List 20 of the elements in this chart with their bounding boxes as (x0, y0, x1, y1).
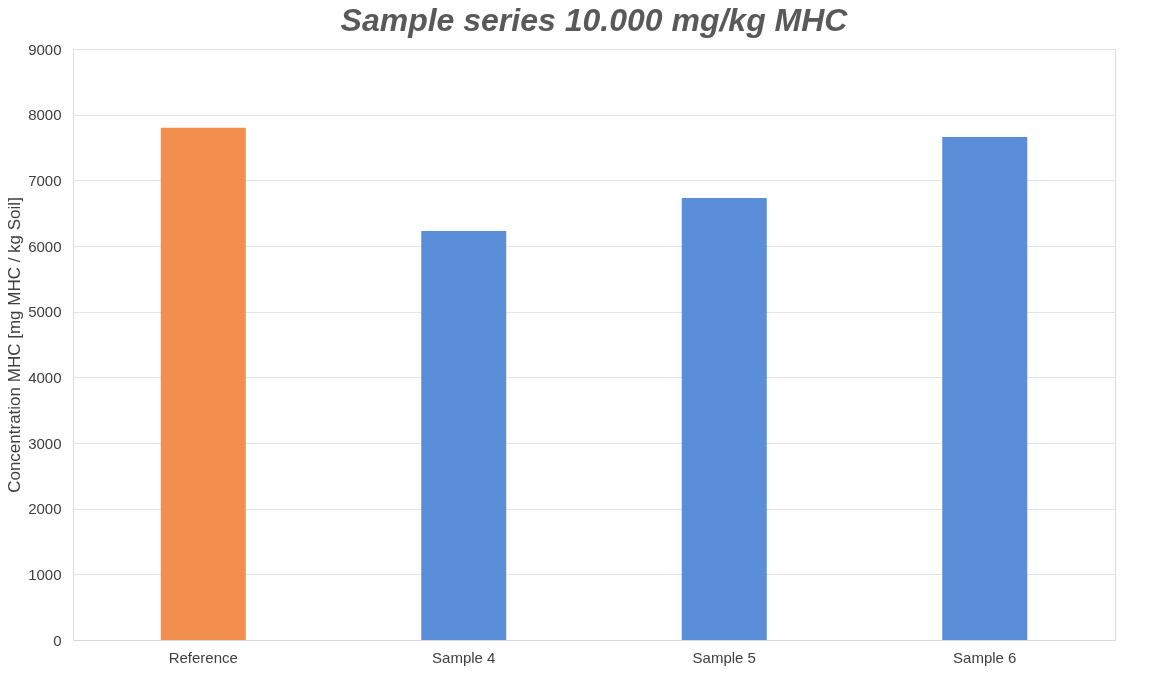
bar (942, 136, 1028, 640)
x-tick-label: Sample 4 (432, 648, 496, 666)
x-tick-label: Sample 5 (692, 648, 756, 666)
y-tick-label: 1000 (28, 565, 62, 583)
y-tick-label: 2000 (28, 500, 62, 518)
y-axis-title: Concentration MHC [mg MHC / kg Soil] (5, 197, 25, 493)
y-tick-label: 3000 (28, 434, 62, 452)
y-tick-label: 6000 (28, 237, 62, 255)
y-tick-label: 4000 (28, 368, 62, 386)
x-tick-label: Sample 6 (953, 648, 1017, 666)
y-tick-label: 7000 (28, 171, 62, 189)
y-tick-label: 0 (53, 631, 62, 649)
bar (681, 198, 767, 640)
chart-title: Sample series 10.000 mg/kg MHC (340, 2, 849, 38)
x-tick-label: Reference (168, 648, 238, 666)
y-tick-label: 8000 (28, 106, 62, 124)
bar (160, 127, 246, 640)
bar (421, 230, 507, 640)
y-tick-label: 9000 (28, 40, 62, 58)
y-tick-label: 5000 (28, 303, 62, 321)
